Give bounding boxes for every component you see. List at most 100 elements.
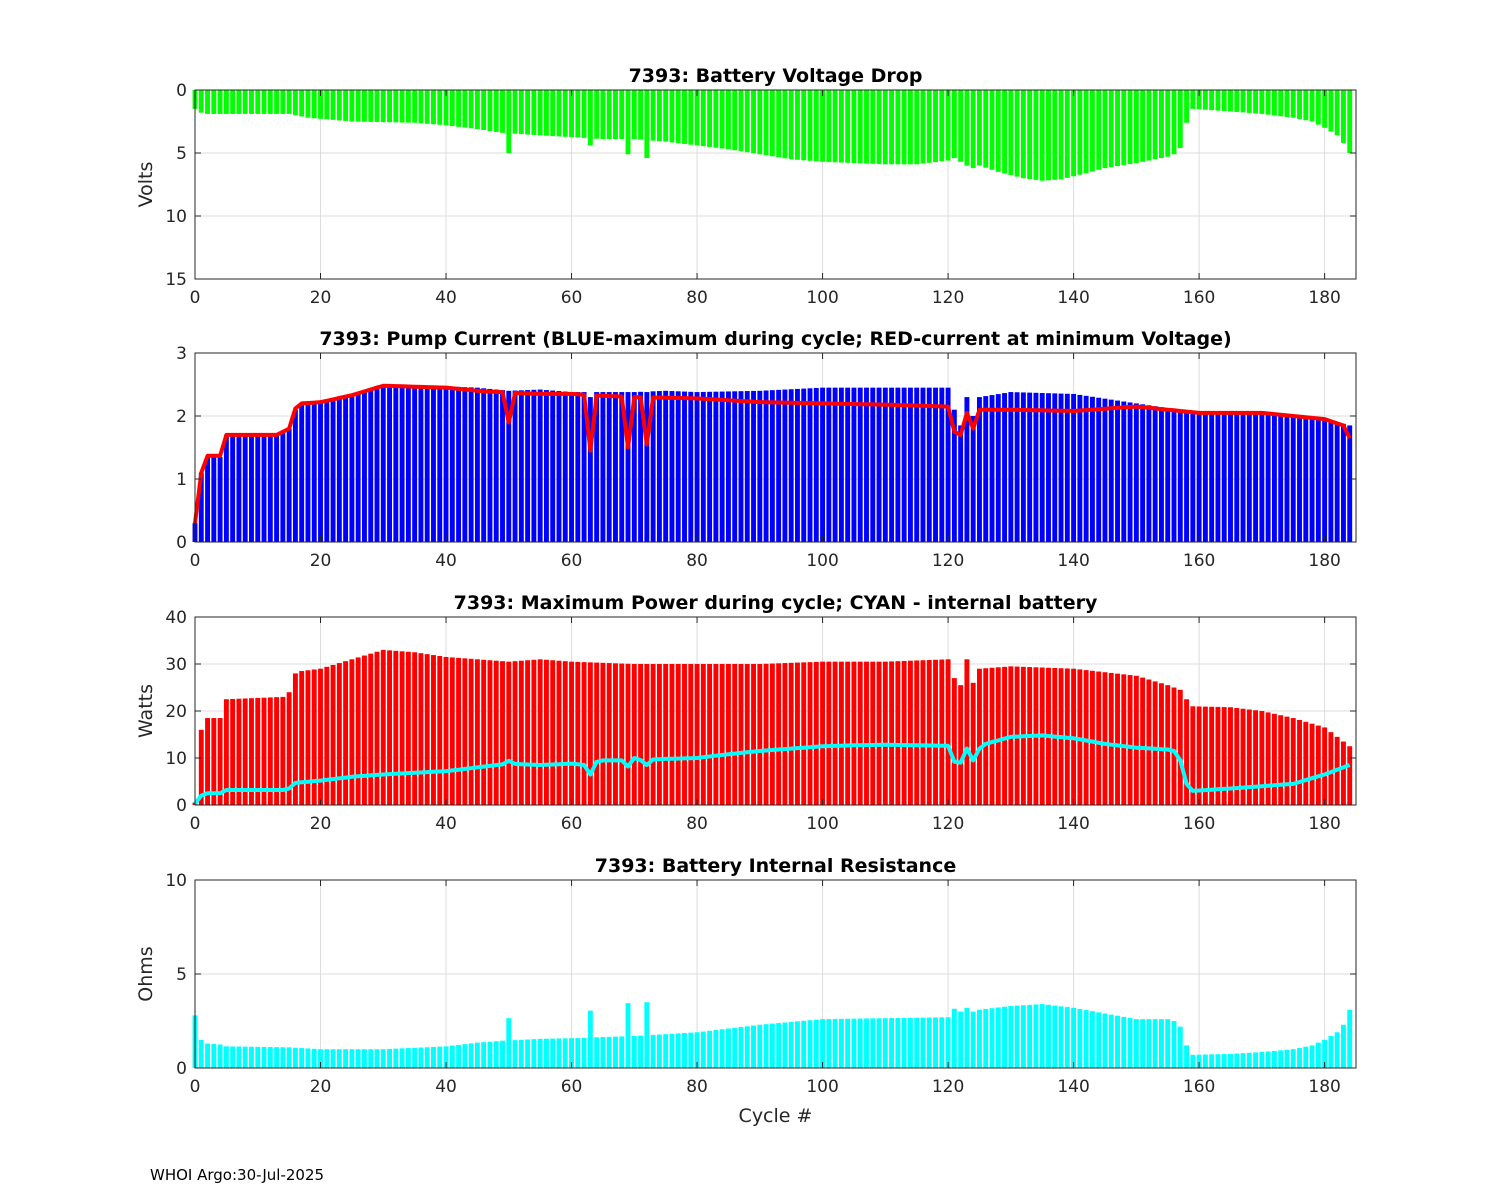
bar [1184, 699, 1190, 805]
bar [1246, 1052, 1252, 1068]
bar [311, 1048, 317, 1068]
bar [261, 1046, 267, 1068]
bar [1102, 90, 1108, 169]
bar [1253, 90, 1259, 114]
bar [1077, 394, 1083, 542]
bar [757, 1024, 763, 1068]
bar [274, 697, 280, 805]
bar [587, 397, 593, 542]
x-tick-label: 140 [1057, 288, 1089, 308]
panel-1: 0 20 40 60 80 100 120 140 160 180 0 5 10 15 7393: Batt… [135, 65, 1357, 308]
bar [788, 662, 794, 805]
bar [719, 1029, 725, 1068]
bar [1039, 1004, 1045, 1068]
bar [487, 90, 493, 131]
bar [1008, 392, 1014, 542]
bar [1303, 417, 1309, 542]
bar [870, 90, 876, 164]
bar [236, 698, 242, 805]
bar [1165, 90, 1171, 157]
bar [242, 90, 248, 114]
bar [205, 1043, 210, 1068]
bar [763, 90, 769, 156]
bar [1115, 400, 1120, 542]
bar [223, 90, 229, 114]
bar [223, 1046, 229, 1068]
bar [305, 670, 311, 805]
chart-title: 7393: Battery Voltage Drop [629, 65, 923, 87]
bar [895, 387, 901, 542]
bar [1089, 1011, 1095, 1068]
x-tick-label: 120 [932, 1077, 964, 1097]
bar [732, 664, 738, 805]
bar [700, 90, 706, 147]
bar [857, 661, 863, 805]
bar [556, 391, 562, 542]
bar [857, 1018, 863, 1068]
bar [1290, 1049, 1296, 1068]
y-tick-label: 5 [176, 965, 187, 985]
panel-2: 0 20 40 60 80 100 120 140 160 180 0 1 2 3 7393: Pump C… [176, 328, 1357, 571]
bar [820, 387, 826, 542]
bar [1140, 677, 1146, 805]
bar [663, 90, 669, 142]
bar [820, 661, 826, 805]
bar [939, 659, 945, 805]
bar [907, 660, 913, 805]
x-tick-label: 120 [932, 288, 964, 308]
bar [1322, 1039, 1328, 1068]
bar [1152, 90, 1158, 160]
bar [531, 389, 537, 542]
bar [845, 90, 851, 163]
bar [656, 664, 662, 805]
bar [600, 392, 606, 542]
bar [456, 386, 462, 542]
bar [1108, 1014, 1114, 1068]
bar [1328, 420, 1334, 542]
bar [330, 1049, 336, 1068]
bar [801, 662, 807, 805]
bar [606, 90, 612, 140]
bar-series [192, 1002, 1353, 1068]
bar [1096, 671, 1102, 805]
bar [1341, 741, 1346, 805]
bar [236, 90, 242, 114]
bar [330, 90, 336, 120]
x-tick-label: 40 [435, 551, 457, 571]
bar [349, 1049, 355, 1068]
bar [1165, 685, 1171, 805]
bar [1253, 412, 1259, 542]
bar [1083, 90, 1089, 174]
bar [801, 90, 807, 161]
bar [575, 1038, 581, 1068]
x-axis-label: Cycle # [739, 1105, 813, 1127]
bar [1315, 90, 1321, 125]
bar [638, 1035, 644, 1068]
bar [361, 655, 367, 805]
panel-4: 0 20 40 60 80 100 120 140 160 180 0 5 10 7393: Batter… [135, 855, 1357, 1097]
x-tick-label: 0 [190, 814, 201, 834]
bar [656, 1034, 662, 1068]
bar [1133, 90, 1139, 164]
bar [864, 661, 869, 805]
bar [1077, 669, 1083, 805]
bar [569, 1038, 574, 1068]
bar [1165, 1019, 1171, 1068]
bar [895, 661, 901, 805]
bar [1083, 670, 1089, 805]
bar [1228, 412, 1233, 542]
bar [594, 90, 600, 139]
bar [782, 1022, 788, 1068]
bar [625, 1003, 631, 1068]
bar [512, 661, 518, 805]
bar [456, 657, 462, 805]
bar [581, 1037, 587, 1068]
bar [462, 387, 468, 542]
bar [267, 697, 273, 805]
bar [261, 90, 267, 114]
bar [336, 397, 342, 542]
bar [807, 1020, 813, 1068]
bar [958, 1011, 964, 1068]
bar [1039, 90, 1045, 181]
bar [1033, 1004, 1039, 1068]
